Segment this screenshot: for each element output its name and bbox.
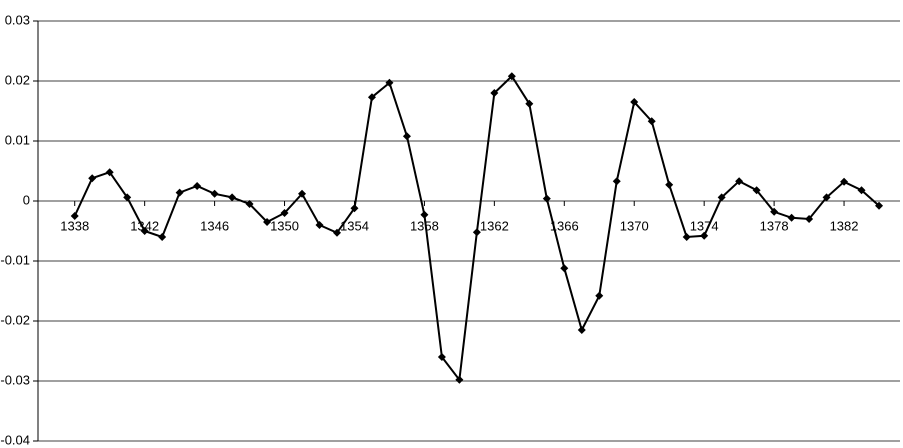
x-tick-label: 1382 — [830, 218, 859, 233]
data-point — [665, 181, 673, 189]
data-point — [193, 182, 201, 190]
y-tick-label: 0.01 — [5, 132, 30, 147]
y-tick-label: 0.02 — [5, 72, 30, 87]
x-tick-label: 1350 — [270, 218, 299, 233]
y-tick-label: -0.03 — [0, 372, 30, 387]
data-point — [788, 214, 796, 222]
data-point — [158, 233, 166, 241]
x-tick-label: 1374 — [690, 218, 719, 233]
data-point — [578, 326, 586, 334]
y-tick-label: -0.04 — [0, 432, 30, 447]
x-tick-label: 1338 — [60, 218, 89, 233]
data-point — [595, 292, 603, 300]
data-point — [543, 195, 551, 203]
data-point — [316, 221, 324, 229]
data-point — [211, 190, 219, 198]
data-point — [683, 233, 691, 241]
data-point — [228, 193, 236, 201]
y-tick-label: 0 — [23, 192, 30, 207]
y-tick-label: -0.02 — [0, 312, 30, 327]
data-point — [613, 177, 621, 185]
x-tick-label: 1378 — [760, 218, 789, 233]
y-tick-label: -0.01 — [0, 252, 30, 267]
chart: -0.04 -0.03 -0.02 -0.01 0 0.01 0.02 0.03 1338 134… — [0, 0, 903, 448]
data-point — [560, 264, 568, 272]
data-point — [176, 189, 184, 197]
series-line — [75, 76, 879, 380]
x-tick-label: 1362 — [480, 218, 509, 233]
data-point — [403, 132, 411, 140]
y-tick-label: 0.03 — [5, 12, 30, 27]
x-tick-label: 1370 — [620, 218, 649, 233]
x-tick-label: 1354 — [340, 218, 369, 233]
x-tick-label: 1346 — [200, 218, 229, 233]
data-point — [88, 174, 96, 182]
